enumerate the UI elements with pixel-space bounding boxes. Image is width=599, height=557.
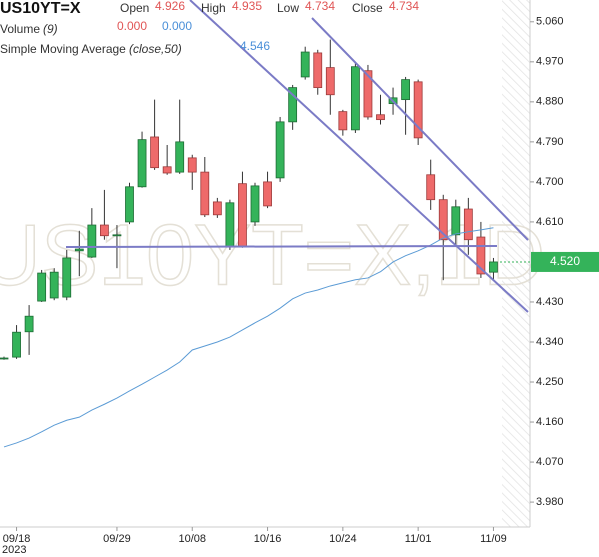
legend-value: 4.734 <box>389 0 419 13</box>
candle-body <box>376 114 385 121</box>
candle-body <box>263 181 272 207</box>
y-tick-label: 4.880 <box>536 96 564 108</box>
legend-value: 0.000 <box>117 19 147 33</box>
y-tick-label: 4.340 <box>536 336 564 348</box>
x-tick-label: 10/08 <box>178 533 206 545</box>
candle-body <box>137 139 147 188</box>
candle-body <box>162 166 172 174</box>
candle-body <box>413 81 423 139</box>
legend-value: 4.734 <box>305 0 335 13</box>
candle-body <box>489 261 498 273</box>
candle-body <box>250 185 260 223</box>
x-tick-label: 11/01 <box>405 533 432 545</box>
candle-body <box>401 79 411 101</box>
legend-label: Open <box>120 1 149 15</box>
legend-value: 4.546 <box>240 39 270 53</box>
legend-label: High <box>201 1 226 15</box>
future-area <box>502 0 530 527</box>
candle-body <box>24 315 34 333</box>
candle-body <box>187 157 197 173</box>
legend-label: Low <box>277 1 299 15</box>
candle-body <box>363 70 373 118</box>
candle-body <box>100 224 109 237</box>
x-tick-label: 10/24 <box>329 533 357 545</box>
candle-body <box>300 51 310 78</box>
candle-body <box>112 234 122 237</box>
watermark: US10YT=X,1D <box>0 208 545 304</box>
y-tick-label: 4.700 <box>536 176 564 188</box>
y-tick-label: 4.160 <box>536 416 564 428</box>
y-tick-label: 5.060 <box>536 16 564 28</box>
candle-body <box>275 121 285 179</box>
candle-body <box>12 331 21 358</box>
legend: US10YT=X Open 4.926 High 4.935 Low 4.734… <box>0 0 419 56</box>
candle-body <box>87 224 97 258</box>
trend-line <box>311 17 529 241</box>
candle-body <box>350 66 360 131</box>
y-tick-label: 4.430 <box>536 296 564 308</box>
sma-line <box>3 227 494 448</box>
legend-label: (close,50) <box>129 42 182 56</box>
candle-body <box>0 357 9 360</box>
trend-line <box>189 0 529 313</box>
candle-body <box>238 183 247 247</box>
candle-body <box>200 171 210 216</box>
horizontal-line <box>65 245 498 248</box>
y-tick-label: 4.250 <box>536 376 564 388</box>
candle-body <box>37 272 47 302</box>
plot-area <box>0 39 498 448</box>
candle-body <box>313 52 323 89</box>
candle-body <box>49 271 59 299</box>
last-price-label: 4.520 <box>550 254 580 268</box>
candle-body <box>212 201 222 216</box>
x-tick-label: 09/18 <box>3 533 31 545</box>
candle-body <box>451 206 461 236</box>
candle-body <box>438 199 448 241</box>
x-tick-label: 11/09 <box>480 533 507 545</box>
candle-body <box>74 248 84 252</box>
candle-body <box>225 202 235 248</box>
last-price-box <box>531 251 599 272</box>
x-tick-label: 10/16 <box>254 533 282 545</box>
legend-label: Close <box>352 1 383 15</box>
y-tick-label: 4.610 <box>536 216 564 228</box>
candle-body <box>338 111 348 131</box>
candle-body <box>288 87 298 123</box>
legend-label: Simple Moving Average <box>0 42 126 56</box>
legend-value: 4.935 <box>232 0 262 13</box>
y-tick-label: 4.970 <box>536 56 564 68</box>
candle-body <box>325 67 335 96</box>
candle-body <box>125 186 134 223</box>
candle-body <box>426 174 436 201</box>
legend-value: 0.000 <box>162 19 192 33</box>
candle-body <box>150 136 160 169</box>
legend-label: Volume <box>0 22 40 36</box>
candle-body <box>62 257 72 298</box>
candle-body <box>463 208 473 241</box>
symbol: US10YT=X <box>0 0 81 17</box>
candle-body <box>476 236 486 275</box>
legend-label: (9) <box>43 22 58 36</box>
year-label: 2023 <box>2 544 26 556</box>
y-tick-label: 3.980 <box>536 496 564 508</box>
y-tick-label: 4.790 <box>536 136 564 148</box>
legend-value: 4.926 <box>155 0 185 13</box>
x-tick-label: 09/29 <box>103 533 131 545</box>
y-tick-label: 4.070 <box>536 456 564 468</box>
candle-body <box>175 141 185 173</box>
